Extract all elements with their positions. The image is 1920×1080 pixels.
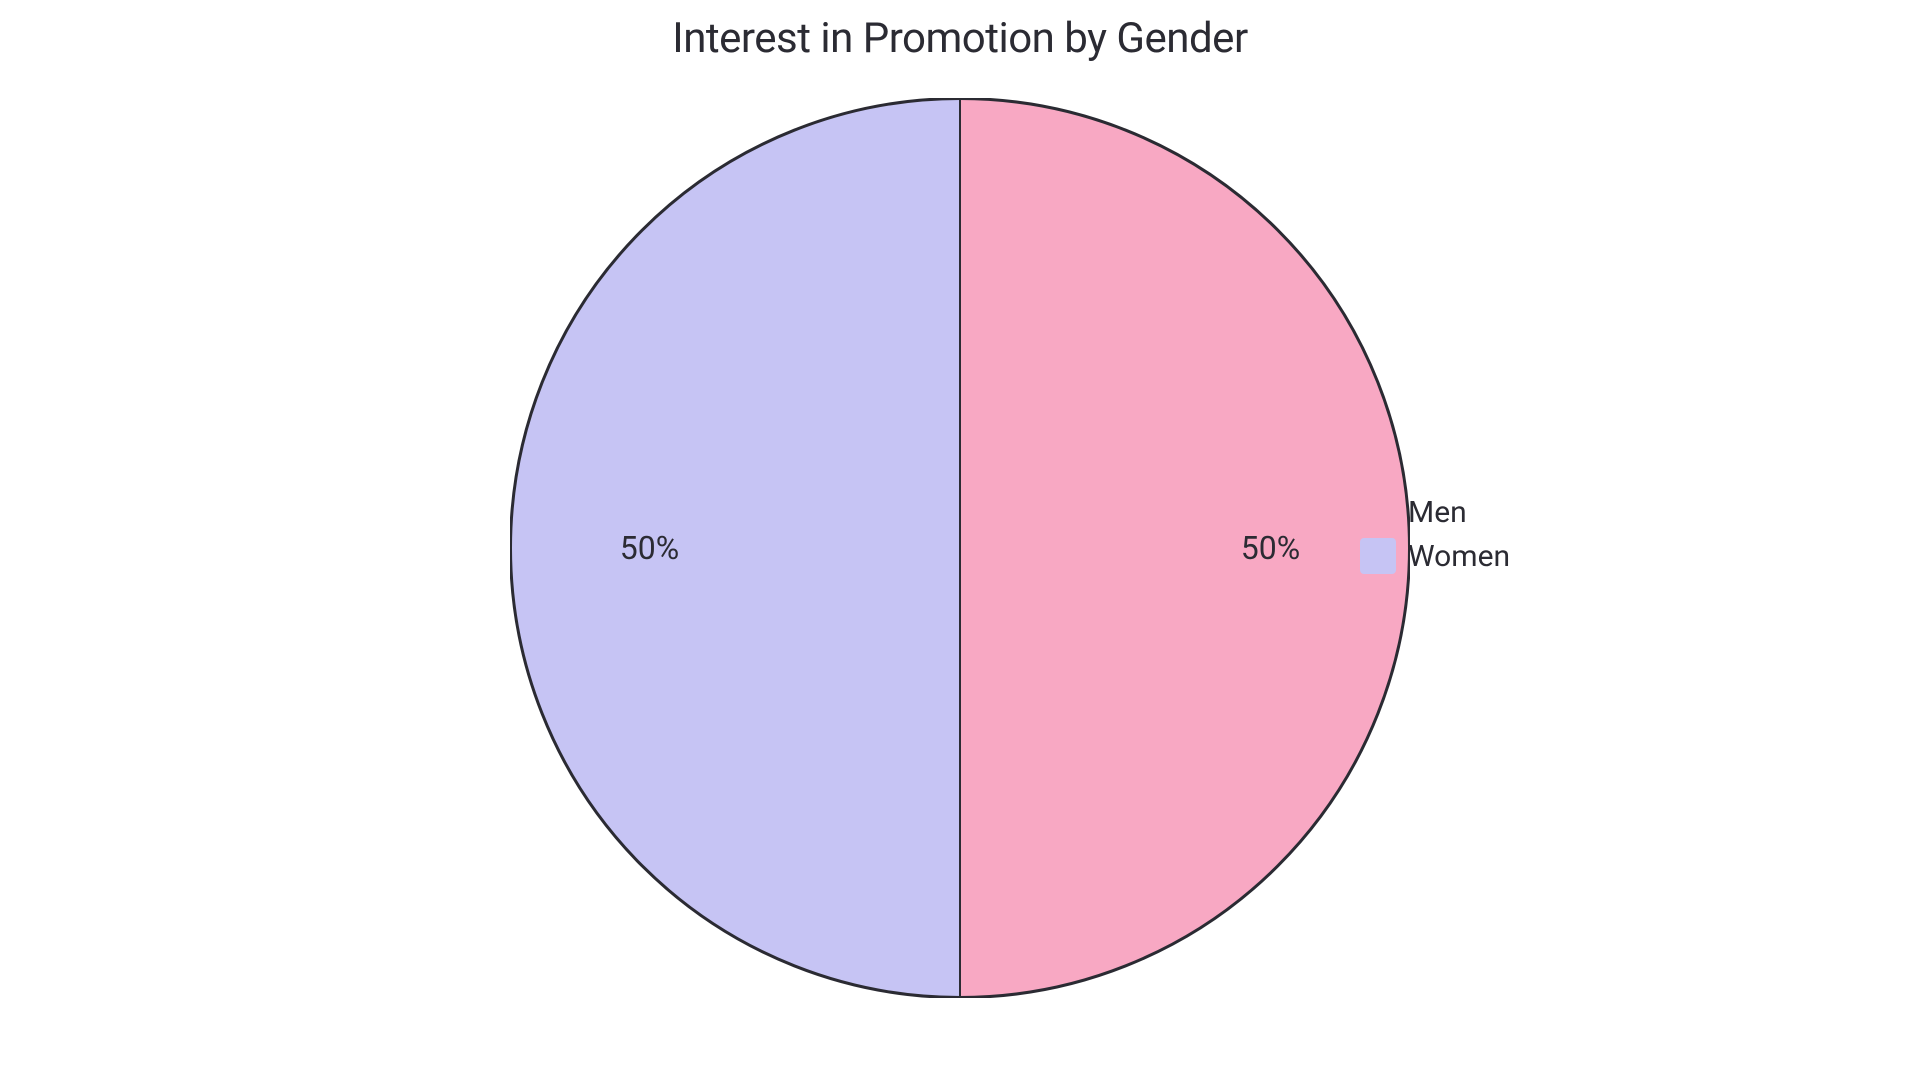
legend-label-women: Women <box>1408 539 1510 574</box>
chart-container: Interest in Promotion by Gender 50% 50% M… <box>0 0 1920 1080</box>
legend-item-men: Men <box>1360 494 1510 530</box>
pie-chart: 50% 50% <box>510 98 1410 998</box>
pie-slice-label-women: 50% <box>620 529 679 567</box>
legend-swatch-men <box>1360 494 1396 530</box>
legend-swatch-women <box>1360 538 1396 574</box>
chart-title: Interest in Promotion by Gender <box>672 14 1247 63</box>
pie-slice-label-men: 50% <box>1241 529 1300 567</box>
legend: Men Women <box>1360 494 1510 574</box>
legend-label-men: Men <box>1408 495 1467 530</box>
legend-item-women: Women <box>1360 538 1510 574</box>
pie-slice-men <box>960 98 1410 998</box>
pie-slice-women <box>510 98 960 998</box>
